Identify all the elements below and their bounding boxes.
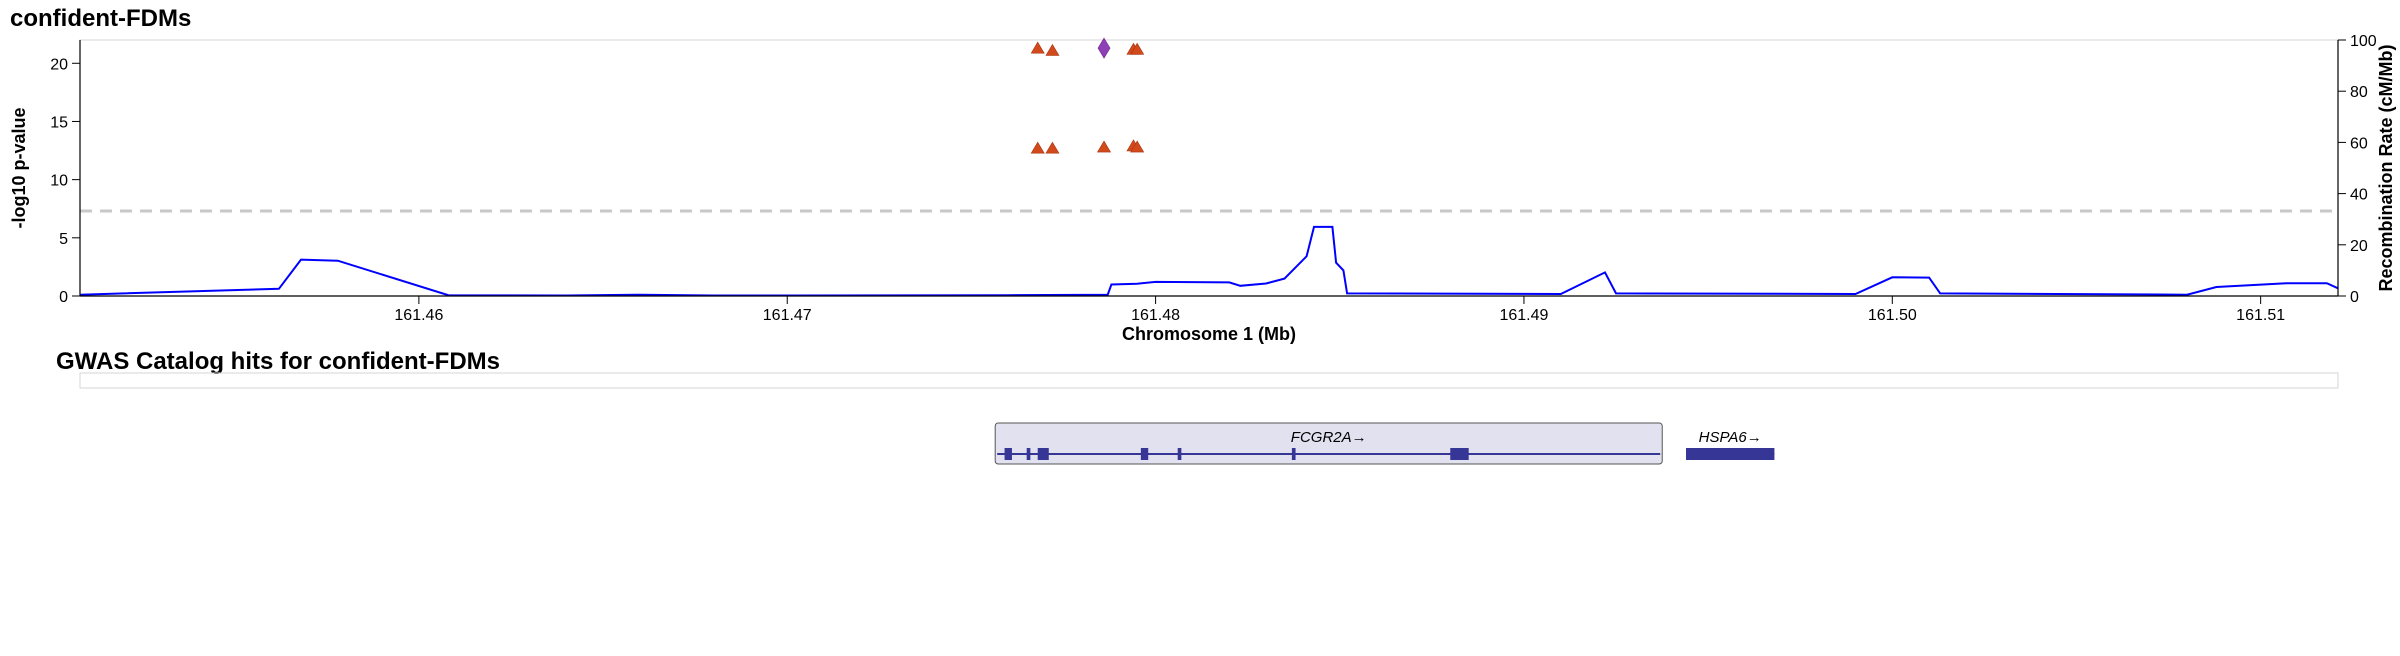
y2-tick-label: 100 [2350,33,2377,50]
gene-exon [1177,448,1182,460]
variant-triangle[interactable] [1045,141,1060,154]
recombination-layer [79,225,2339,297]
gene-exon [1004,448,1012,460]
variant-triangle[interactable] [1030,141,1045,154]
y2-tick-label: 40 [2350,187,2368,204]
variant-triangle[interactable] [1045,43,1060,56]
x-tick-label: 161.51 [2236,307,2285,324]
gene-exon [1686,448,1775,460]
y-tick-label: 15 [50,114,68,131]
x-axis-title: Chromosome 1 (Mb) [1122,324,1296,344]
x-tick-label: 161.48 [1131,307,1180,324]
y-axis-title: -log10 p-value [9,107,29,228]
x-tick-label: 161.46 [394,307,443,324]
x-axis-ticks: 161.46 161.47 161.48 161.49 161.50 161.51 [394,296,2285,324]
gwas-track [79,372,2339,389]
variant-triangle[interactable] [1030,41,1045,54]
gene-label: HSPA6→ [1699,429,1762,446]
association-panel [79,39,2339,297]
gwas-track-title: GWAS Catalog hits for confident-FDMs [56,348,500,375]
plot-frame [79,39,2339,297]
gene-exon [1140,448,1149,460]
y2-axis-ticks: 0 20 40 60 80 100 [2338,33,2377,306]
y2-tick-label: 0 [2350,289,2359,306]
genes-track: FCGR2A→ HSPA6→ [994,422,1775,465]
lead-variant-diamond[interactable] [1097,37,1111,59]
gene-exon [1450,448,1469,460]
x-tick-label: 161.50 [1868,307,1917,324]
y-tick-label: 5 [59,231,68,248]
gene-exon [1291,448,1296,460]
recombination-rate-line [79,225,2339,297]
gene-label: FCGR2A→ [1291,429,1367,446]
chart-title: confident-FDMs [10,5,191,32]
gene-exon [1037,448,1049,460]
y-tick-label: 10 [50,173,68,190]
axes: 0 5 10 15 20 0 20 40 60 80 100 161.46 161.47 161.48… [50,33,2377,324]
y2-tick-label: 80 [2350,84,2368,101]
y-tick-label: 20 [50,56,68,73]
y2-tick-label: 20 [2350,238,2368,255]
variant-triangle[interactable] [1130,42,1145,55]
y-axis-ticks: 0 5 10 15 20 [50,56,80,306]
gene-exon [1026,448,1031,460]
y2-tick-label: 60 [2350,135,2368,152]
x-tick-label: 161.47 [763,307,812,324]
y2-axis-title: Recombination Rate (cM/Mb) [2376,44,2396,291]
x-tick-label: 161.49 [1499,307,1548,324]
variant-triangle[interactable] [1130,140,1145,153]
variants-layer[interactable] [1030,37,1145,154]
y-tick-label: 0 [59,289,68,306]
variant-triangle[interactable] [1096,140,1112,153]
